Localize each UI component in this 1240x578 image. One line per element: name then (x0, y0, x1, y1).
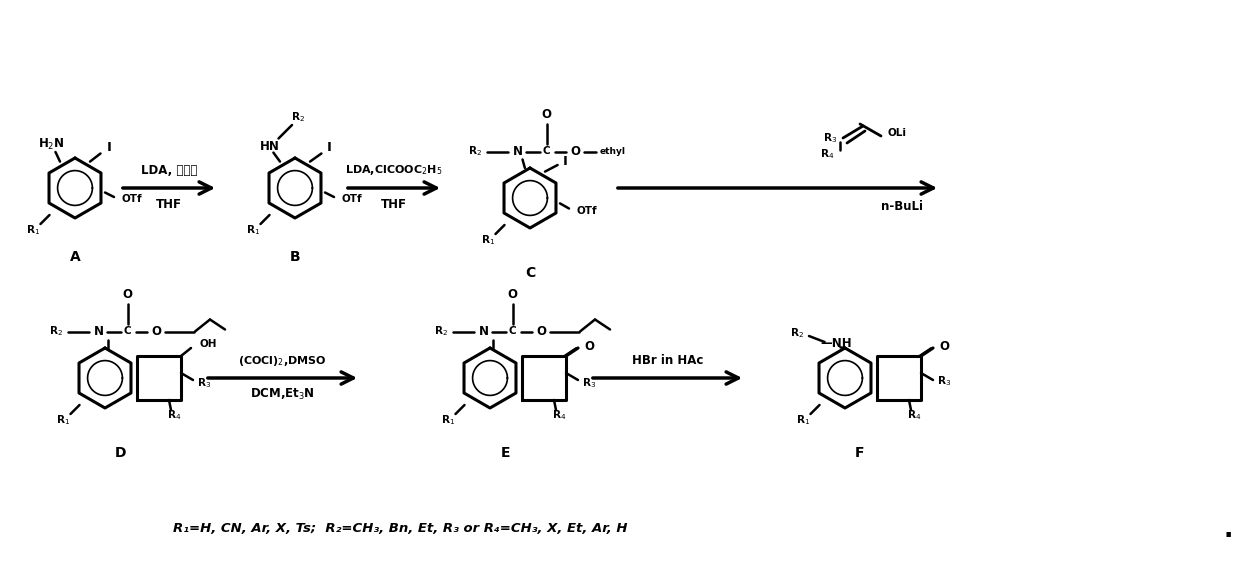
Text: B: B (290, 250, 300, 264)
Text: N: N (479, 325, 489, 338)
Text: R$_2$: R$_2$ (48, 325, 62, 338)
Text: C: C (124, 327, 131, 336)
Text: F: F (856, 446, 864, 460)
Text: O: O (542, 108, 552, 120)
Text: OTf: OTf (341, 194, 362, 203)
Text: C: C (508, 327, 516, 336)
Text: O: O (570, 145, 580, 158)
Text: HBr in HAc: HBr in HAc (632, 354, 703, 368)
Text: THF: THF (156, 198, 182, 210)
Text: LDA,ClCOOC$_2$H$_5$: LDA,ClCOOC$_2$H$_5$ (345, 163, 443, 177)
Text: R$_2$: R$_2$ (790, 326, 804, 340)
Text: R$_3$: R$_3$ (937, 374, 951, 388)
Text: R$_1$: R$_1$ (441, 413, 455, 427)
Text: O: O (939, 339, 949, 353)
Text: E: E (500, 446, 510, 460)
Text: O: O (151, 325, 161, 338)
Text: O: O (536, 325, 546, 338)
Text: O: O (584, 339, 594, 353)
Text: OLi: OLi (888, 128, 906, 138)
Text: LDA, 卤代烷: LDA, 卤代烷 (141, 164, 197, 176)
Text: R$_2$: R$_2$ (467, 144, 481, 158)
Text: C: C (525, 266, 536, 280)
Text: HN: HN (259, 139, 279, 153)
Text: (COCl)$_2$,DMSO: (COCl)$_2$,DMSO (238, 354, 327, 368)
Text: R₁=H, CN, Ar, X, Ts;  R₂=CH₃, Bn, Et, R₃ or R₄=CH₃, X, Et, Ar, H: R₁=H, CN, Ar, X, Ts; R₂=CH₃, Bn, Et, R₃ … (172, 521, 627, 535)
Text: R$_1$: R$_1$ (26, 223, 40, 237)
Text: R$_4$: R$_4$ (167, 408, 181, 422)
Text: R$_1$: R$_1$ (56, 413, 69, 427)
Text: N: N (94, 325, 104, 338)
Text: R$_1$: R$_1$ (481, 233, 495, 247)
Text: R$_4$: R$_4$ (552, 408, 567, 422)
Text: O: O (507, 287, 517, 301)
Text: I: I (563, 155, 568, 168)
Text: R$_1$: R$_1$ (796, 413, 810, 427)
Text: I: I (107, 141, 112, 154)
Text: I: I (327, 141, 332, 154)
Text: R$_4$: R$_4$ (820, 147, 835, 161)
Text: OTf: OTf (577, 206, 598, 217)
Text: D: D (114, 446, 125, 460)
Text: R$_1$: R$_1$ (246, 223, 260, 237)
Text: R$_2$: R$_2$ (434, 325, 448, 338)
Text: DCM,Et$_3$N: DCM,Et$_3$N (250, 387, 315, 402)
Text: ethyl: ethyl (599, 147, 625, 156)
Text: C: C (543, 146, 551, 157)
Text: N: N (513, 145, 523, 158)
Text: R$_3$: R$_3$ (823, 131, 837, 145)
Text: OTf: OTf (122, 194, 143, 203)
Text: n-BuLi: n-BuLi (880, 199, 923, 213)
Text: .: . (1224, 518, 1233, 542)
Text: THF: THF (381, 198, 407, 210)
Text: —NH: —NH (820, 337, 852, 350)
Text: OH: OH (198, 339, 217, 349)
Text: O: O (123, 287, 133, 301)
Text: R$_4$: R$_4$ (906, 408, 921, 422)
Text: R$_2$: R$_2$ (291, 110, 305, 124)
Text: H$_2$N: H$_2$N (37, 137, 64, 152)
Text: A: A (69, 250, 81, 264)
Text: R$_3$: R$_3$ (197, 376, 211, 390)
Text: R$_3$: R$_3$ (582, 376, 596, 390)
